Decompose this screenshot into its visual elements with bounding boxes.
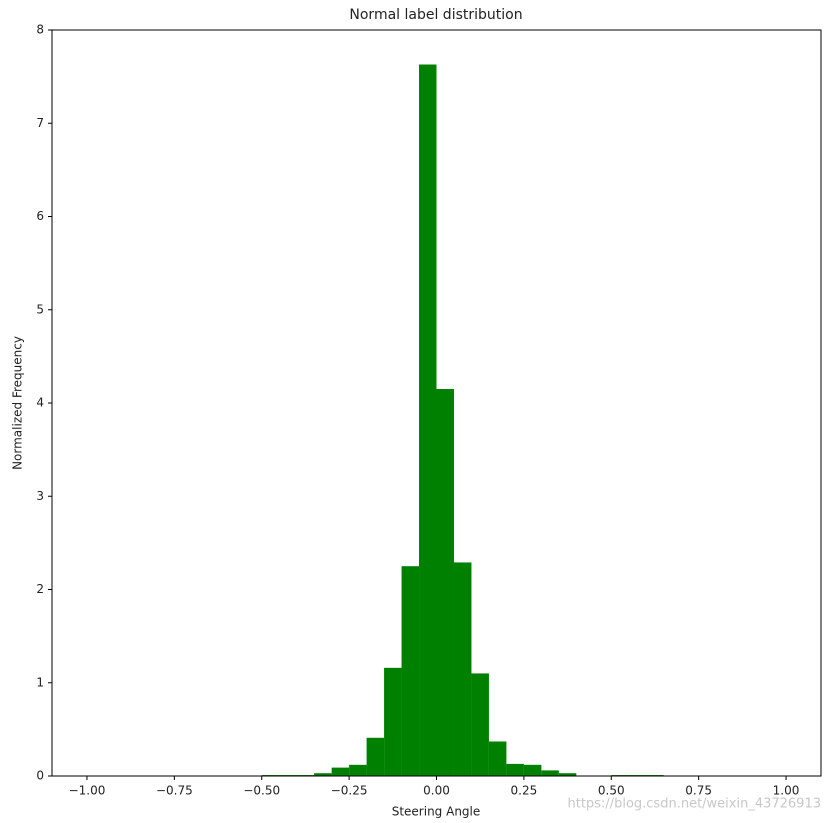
- x-tick-label: 0.00: [423, 784, 450, 798]
- y-axis-label: Normalized Frequency: [11, 336, 25, 470]
- x-tick-label: −0.50: [243, 784, 280, 798]
- bar: [401, 566, 420, 776]
- y-tick-label: 5: [36, 302, 44, 316]
- x-axis-label: Steering Angle: [392, 805, 481, 819]
- y-tick-label: 2: [36, 582, 44, 596]
- bar: [488, 741, 507, 776]
- bar: [314, 773, 332, 776]
- y-tick-label: 4: [36, 396, 44, 410]
- bar: [436, 389, 454, 776]
- y-tick-label: 0: [36, 769, 44, 783]
- x-tick-label: 0.25: [511, 784, 538, 798]
- bar: [506, 763, 524, 776]
- bar: [541, 770, 559, 776]
- chart-title: Normal label distribution: [349, 7, 522, 23]
- x-tick-label: −1.00: [69, 784, 106, 798]
- bar: [558, 773, 577, 776]
- x-tick-label: −0.25: [331, 784, 368, 798]
- x-tick-label: 0.50: [598, 784, 625, 798]
- y-tick-label: 1: [36, 675, 44, 689]
- y-tick-label: 8: [36, 23, 44, 37]
- y-tick-label: 7: [36, 116, 44, 130]
- x-tick-label: 0.75: [685, 784, 712, 798]
- y-tick-label: 6: [36, 209, 44, 223]
- bar: [453, 562, 472, 776]
- bar: [366, 737, 385, 776]
- watermark: https://blog.csdn.net/weixin_43726913: [567, 797, 821, 812]
- bar: [523, 764, 542, 776]
- y-tick-label: 3: [36, 489, 44, 503]
- bar: [471, 673, 489, 776]
- x-tick-label: −0.75: [156, 784, 193, 798]
- bar: [331, 767, 350, 776]
- bar: [419, 64, 437, 776]
- x-tick-label: 1.00: [773, 784, 800, 798]
- bar: [384, 667, 402, 776]
- bar: [349, 764, 367, 776]
